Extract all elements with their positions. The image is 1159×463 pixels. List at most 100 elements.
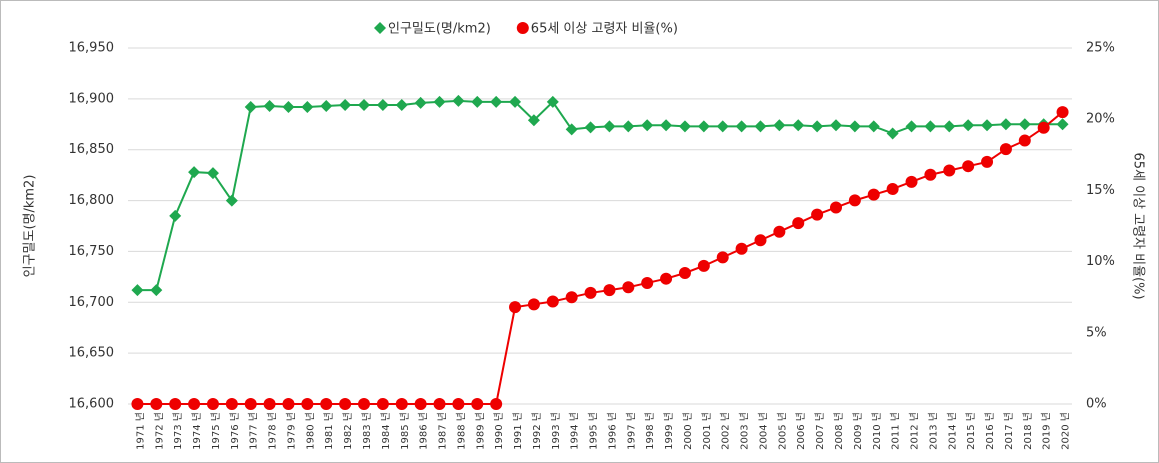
y-tick-label: 16,950 [69, 41, 115, 56]
y2-tick-label: 10% [1086, 254, 1115, 269]
x-tick-label: 1971 년 [134, 412, 146, 450]
point [886, 127, 899, 140]
point [282, 100, 295, 113]
point [886, 182, 899, 195]
y2-tick-label: 5% [1086, 325, 1107, 340]
y-tick-label: 16,900 [69, 91, 115, 106]
point [374, 22, 386, 34]
x-tick-label: 1972 년 [153, 412, 165, 450]
point [376, 98, 389, 111]
x-tick-label: 1980 년 [304, 412, 316, 450]
point [263, 99, 276, 112]
point [225, 194, 238, 207]
point [716, 251, 729, 264]
x-tick-label: 2001 년 [701, 412, 713, 450]
point [225, 398, 238, 410]
point [263, 398, 276, 410]
x-tick-label: 1987 년 [437, 412, 449, 450]
y-tick-label: 16,800 [69, 193, 115, 208]
x-tick-label: 1982 년 [342, 412, 354, 450]
x-tick-label: 1998 년 [644, 412, 656, 450]
x-tick-label: 2017 년 [1003, 412, 1015, 450]
point [206, 398, 219, 410]
x-tick-label: 1988 년 [455, 412, 467, 450]
point [150, 398, 163, 410]
point [527, 114, 540, 127]
x-tick-label: 2008 년 [833, 412, 845, 450]
x-tick-label: 1993 년 [550, 412, 562, 450]
x-tick-label: 1973 년 [172, 412, 184, 450]
point [1056, 118, 1069, 131]
x-tick-label: 2014 년 [946, 412, 958, 450]
x-tick-label: 2006 년 [795, 412, 807, 450]
x-tick-label: 1978 년 [267, 412, 279, 450]
point [565, 291, 578, 304]
point [358, 398, 370, 410]
x-tick-label: 1992 년 [531, 412, 543, 450]
x-tick-label: 2011 년 [890, 412, 902, 450]
legend-label: 인구밀도(명/km2) [388, 22, 491, 37]
x-tick-label: 2005 년 [776, 412, 788, 450]
point [1018, 134, 1031, 147]
point [320, 398, 333, 410]
x-tick-label: 2002 년 [720, 412, 732, 450]
point [962, 160, 975, 173]
y2-tick-label: 0% [1086, 397, 1107, 412]
x-tick-label: 1990 년 [493, 412, 505, 450]
x-tick-label: 2020 년 [1060, 412, 1072, 450]
y2-tick-label: 25% [1086, 41, 1115, 56]
point [546, 95, 559, 108]
point [678, 266, 691, 279]
y-tick-label: 16,600 [69, 397, 115, 412]
point [792, 119, 805, 132]
x-tick-label: 1974 년 [191, 412, 203, 450]
x-tick-label: 2013 년 [927, 412, 939, 450]
y-tick-label: 16,650 [69, 346, 115, 361]
x-tick-label: 2007 년 [814, 412, 826, 450]
point [565, 123, 578, 136]
x-tick-label: 1985 년 [399, 412, 411, 450]
point [660, 119, 673, 132]
x-tick-label: 2003 년 [739, 412, 751, 450]
x-tick-label: 2000 년 [682, 412, 694, 450]
point [943, 120, 956, 133]
y-tick-label: 16,850 [69, 142, 115, 157]
point [584, 121, 597, 134]
x-tick-label: 1995 년 [588, 412, 600, 450]
x-tick-label: 1983 년 [361, 412, 373, 450]
point [452, 94, 465, 107]
point [320, 99, 333, 112]
x-tick-label: 2004 년 [757, 412, 769, 450]
point [754, 234, 767, 247]
point [981, 155, 994, 168]
x-tick-label: 2018 년 [1022, 412, 1034, 450]
x-tick-label: 1976 년 [229, 412, 241, 450]
point [376, 398, 389, 410]
point [735, 120, 748, 133]
y-tick-label: 16,700 [69, 295, 115, 310]
point [471, 95, 484, 108]
x-tick-label: 1975 년 [210, 412, 222, 450]
x-tick-label: 2016 년 [984, 412, 996, 450]
point [188, 166, 201, 179]
point [999, 143, 1012, 156]
point [509, 301, 522, 314]
point [433, 95, 446, 108]
point [131, 398, 144, 410]
x-tick-label: 1986 년 [418, 412, 430, 450]
point [471, 398, 484, 410]
y2-axis-title: 65세 이상 고령자 비율(%) [1131, 152, 1146, 299]
point [999, 118, 1012, 131]
point [395, 398, 408, 410]
x-tick-label: 1999 년 [663, 412, 675, 450]
point [697, 120, 710, 133]
point [584, 286, 597, 299]
point [830, 119, 842, 132]
point [811, 208, 824, 221]
point [490, 398, 503, 410]
point [678, 120, 691, 133]
point [188, 398, 201, 410]
point [867, 120, 880, 133]
